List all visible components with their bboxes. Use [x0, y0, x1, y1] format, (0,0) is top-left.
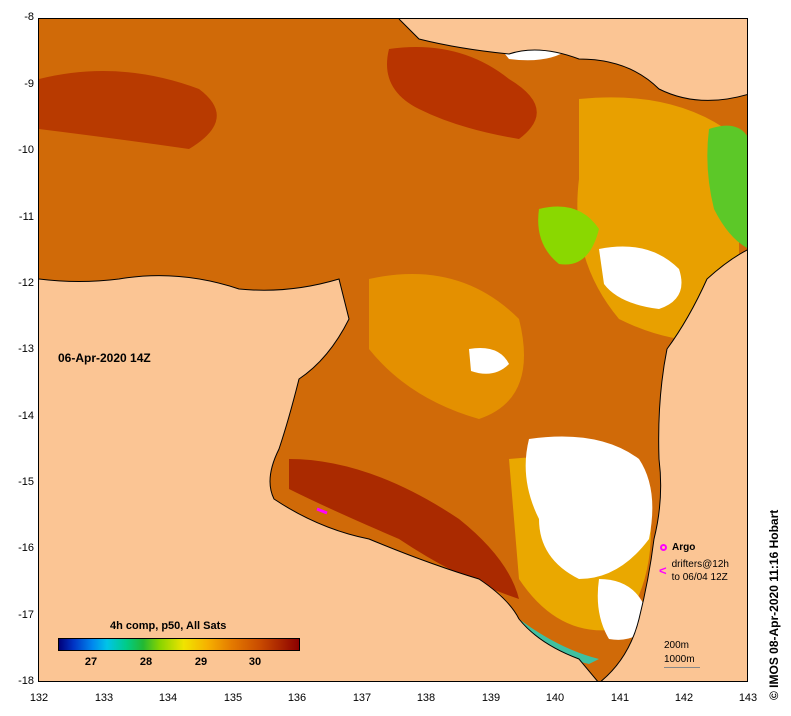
x-tick-label: 142	[674, 692, 694, 704]
land-north-coast	[399, 19, 747, 101]
x-tick-label: 135	[223, 692, 243, 704]
sst-green-patch-east	[538, 206, 599, 265]
colorbar-tick-label: 27	[84, 656, 98, 668]
y-tick-label: -8	[24, 11, 34, 23]
legend-bathy-1000: 1000m	[664, 654, 695, 665]
drifter-arrow-icon: <	[659, 563, 667, 578]
colorbar-title: 4h comp, p50, All Sats	[110, 620, 227, 632]
y-tick-label: -10	[18, 144, 34, 156]
sst-hot-region-south	[289, 459, 519, 599]
x-tick-label: 143	[738, 692, 758, 704]
legend-drifters-line1: drifters@12h	[671, 559, 729, 570]
sst-green-coast-south	[517, 619, 599, 664]
land-east	[601, 250, 747, 681]
x-tick-label: 138	[416, 692, 436, 704]
sst-green-patch-ne	[707, 125, 747, 248]
x-tick-label: 136	[287, 692, 307, 704]
y-tick-label: -16	[18, 542, 34, 554]
credit-label: © IMOS 08-Apr-2020 11:16 Hobart	[767, 509, 781, 700]
y-tick-label: -9	[24, 78, 34, 90]
colorbar-tick-label: 30	[248, 656, 262, 668]
coastline-west	[39, 275, 598, 681]
coastline-north	[398, 19, 747, 101]
date-label: 06-Apr-2020 14Z	[58, 351, 151, 365]
sst-map-canvas	[39, 19, 747, 681]
colorbar-tick-label: 28	[139, 656, 153, 668]
drifter-track	[316, 507, 328, 515]
colorbar	[58, 638, 300, 651]
sst-map[interactable]	[38, 18, 748, 682]
colorbar-tick-label: 29	[194, 656, 208, 668]
legend-drifters: < drifters@12h to 06/04 12Z	[659, 558, 729, 584]
x-tick-label: 139	[481, 692, 501, 704]
coastline-east	[600, 249, 747, 681]
y-tick-label: -15	[18, 476, 34, 488]
cloud-region-4	[469, 348, 509, 374]
y-tick-label: -12	[18, 277, 34, 289]
argo-float-icon	[660, 544, 667, 551]
y-tick-label: -14	[18, 410, 34, 422]
y-tick-label: -13	[18, 343, 34, 355]
legend-bathy-200: 200m	[664, 640, 690, 651]
x-tick-label: 141	[610, 692, 630, 704]
legend-argo-label: Argo	[672, 542, 696, 553]
x-tick-label: 140	[545, 692, 565, 704]
sst-hot-region-west	[39, 71, 217, 149]
x-tick-label: 134	[158, 692, 178, 704]
cloud-region-2	[525, 436, 653, 579]
x-tick-label: 132	[29, 692, 49, 704]
legend-argo: Argo	[660, 542, 695, 553]
sst-hot-region-north	[387, 47, 537, 139]
cloud-region-3	[597, 579, 649, 640]
y-tick-label: -17	[18, 609, 34, 621]
legend-drifters-line2: to 06/04 12Z	[671, 572, 728, 583]
x-tick-label: 137	[352, 692, 372, 704]
cloud-region-1	[599, 246, 682, 309]
land-west	[39, 275, 598, 681]
y-tick-label: -11	[18, 211, 34, 223]
y-tick-label: -18	[18, 675, 34, 687]
x-tick-label: 133	[94, 692, 114, 704]
sst-cool-region-central	[369, 274, 524, 419]
legend-bathy-line	[664, 667, 700, 668]
